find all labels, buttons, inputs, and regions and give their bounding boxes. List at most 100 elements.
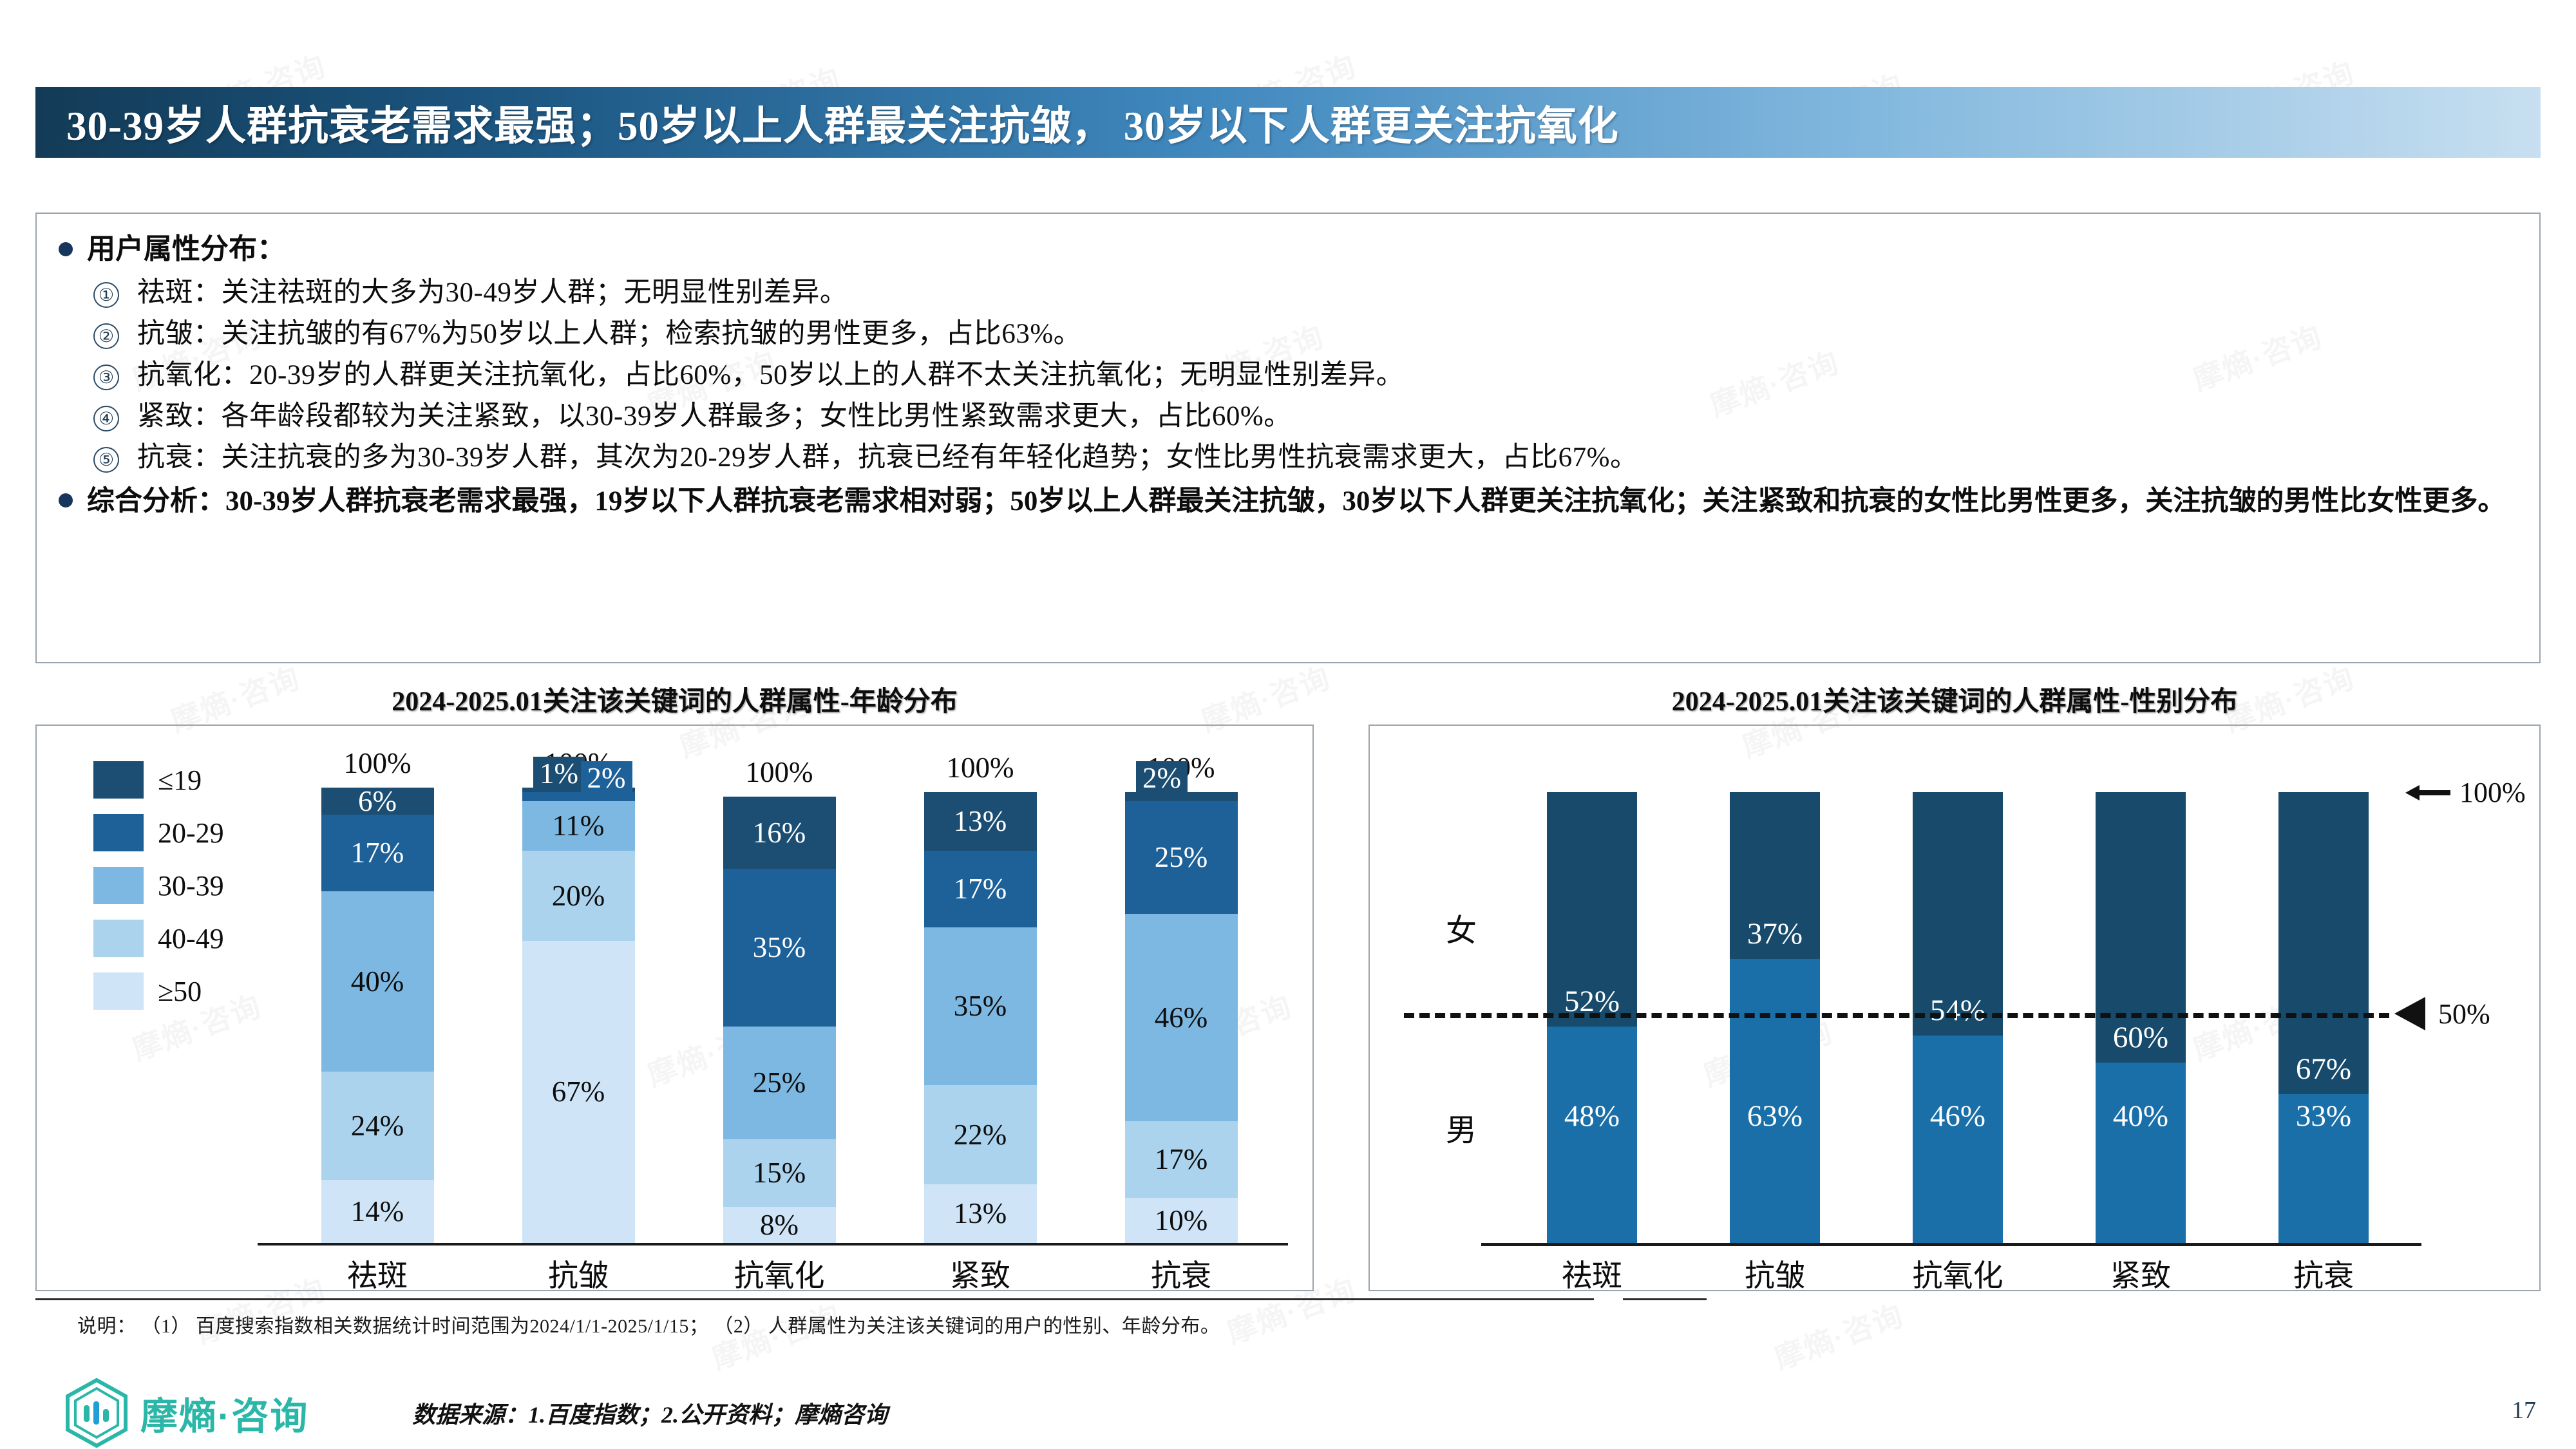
- bar-segment[interactable]: 60%: [2096, 792, 2186, 1063]
- legend-item[interactable]: ≤19: [93, 761, 224, 799]
- gender-label-female: 女: [1446, 914, 1477, 948]
- number-circle-icon: ⑤: [93, 447, 119, 473]
- footnote-divider: [35, 1298, 1594, 1300]
- legend-item[interactable]: ≥50: [93, 972, 224, 1010]
- bar-segment-label: 6%: [358, 784, 397, 817]
- bar-segment[interactable]: 52%: [1547, 792, 1637, 1027]
- bar-segment[interactable]: 25%: [1124, 801, 1238, 914]
- number-circle-icon: ③: [93, 365, 119, 391]
- bar-segment[interactable]: 40%: [321, 891, 434, 1072]
- triangle-left-icon: [2394, 997, 2425, 1030]
- bar-segment[interactable]: 67%: [2278, 792, 2369, 1094]
- x-axis-label: 抗氧化: [734, 1260, 825, 1293]
- bar-segment[interactable]: 46%: [1124, 914, 1238, 1121]
- summary-label: 综合分析：: [87, 486, 225, 516]
- bar-segment[interactable]: 1%: [522, 757, 635, 792]
- bar-segment-label: 46%: [1154, 1001, 1208, 1034]
- bar-segment[interactable]: 11%: [522, 801, 635, 851]
- bar-segment-label: 67%: [2295, 1052, 2352, 1086]
- hexagon-logo-icon: [66, 1378, 128, 1448]
- bar-total-label: 100%: [343, 747, 412, 779]
- bar-segment[interactable]: 46%: [1913, 1036, 2003, 1243]
- stacked-bar-column[interactable]: 100% 6% 17% 40% 24% 14%: [321, 747, 434, 1243]
- gender-label-male: 男: [1446, 1113, 1477, 1148]
- stacked-bar-column[interactable]: 100% 16% 35% 25% 15% 8%: [723, 756, 836, 1243]
- footnote-text: 说明： （1） 百度搜索指数相关数据统计时间范围为2024/1/1-2025/1…: [77, 1316, 1220, 1337]
- bar-segment[interactable]: 8%: [723, 1207, 836, 1243]
- stacked-bar-column[interactable]: 100%1%2%11%20%67%: [522, 747, 635, 1243]
- chart-title-gender: 2024-2025.01关注该关键词的人群属性-性别分布: [1671, 687, 2238, 717]
- stacked-bars-gender: 52% 48% 37% 63% 54% 46% 60% 40% 67% 33%: [1501, 792, 2415, 1243]
- brand-logo: 摩熵·咨询: [64, 1378, 308, 1448]
- bar-segment[interactable]: 17%: [321, 815, 434, 891]
- list-item-text: 抗氧化：20-39岁的人群更关注抗氧化，占比60%，50岁以上的人群不太关注抗氧…: [137, 360, 1405, 391]
- bar-segment[interactable]: 17%: [923, 851, 1037, 927]
- x-axis-label: 抗皱: [1745, 1260, 1805, 1293]
- bar-segment-label: 35%: [752, 931, 806, 963]
- bar-segment[interactable]: 13%: [923, 792, 1037, 851]
- bar-segment[interactable]: 17%: [1124, 1121, 1238, 1198]
- legend-swatch-icon: [93, 814, 144, 851]
- legend-label: ≥50: [158, 975, 202, 1007]
- bar-segment-label: 22%: [953, 1118, 1007, 1151]
- bar-segment[interactable]: 40%: [2096, 1063, 2186, 1243]
- legend-item[interactable]: 30-39: [93, 867, 224, 904]
- bar-segment-label: 25%: [752, 1066, 806, 1099]
- bar-segment[interactable]: 10%: [1124, 1198, 1238, 1243]
- list-item: ④ 紧致：各年龄段都较为关注紧致，以30-39岁人群最多；女性比男性紧致需求更大…: [93, 397, 2514, 437]
- source-text: 数据来源：1.百度指数；2.公开资料；摩熵咨询: [412, 1402, 888, 1428]
- x-axis-label: 抗衰: [1151, 1260, 1211, 1293]
- stacked-bar-column[interactable]: 54% 46%: [1913, 792, 2003, 1243]
- bar-segment[interactable]: 13%: [923, 1184, 1037, 1243]
- page-title: 30-39岁人群抗衰老需求最强；50岁以上人群最关注抗皱， 30岁以下人群更关注…: [66, 103, 1619, 149]
- legend-item[interactable]: 40-49: [93, 920, 224, 957]
- bar-segment[interactable]: 35%: [723, 869, 836, 1027]
- bar-segment-label: 35%: [953, 990, 1007, 1022]
- bar-segment[interactable]: 63%: [1730, 959, 1820, 1243]
- x-axis-line-gender: [1481, 1243, 2421, 1246]
- number-circle-icon: ①: [93, 282, 119, 308]
- stacked-bar-column[interactable]: 100%2%25%46%17%10%: [1124, 752, 1238, 1243]
- bar-segment-label: 67%: [551, 1075, 605, 1108]
- bar-segment[interactable]: 2%: [522, 761, 635, 801]
- stacked-bar-column[interactable]: 37% 63%: [1730, 792, 1820, 1243]
- x-axis-label: 抗皱: [548, 1260, 609, 1293]
- bar-segment[interactable]: 35%: [923, 927, 1037, 1085]
- number-circle-icon: ④: [93, 406, 119, 432]
- bar-segment[interactable]: 67%: [522, 941, 635, 1243]
- bar-segment-label: 16%: [752, 816, 806, 849]
- bar-segment[interactable]: 15%: [723, 1139, 836, 1207]
- bar-segment[interactable]: 20%: [522, 851, 635, 941]
- brand-logo-text: 摩熵·咨询: [140, 1396, 309, 1437]
- page-number: 17: [2512, 1397, 2536, 1424]
- legend-item[interactable]: 20-29: [93, 814, 224, 851]
- bar-segment[interactable]: 33%: [2278, 1094, 2369, 1243]
- list-item: ① 祛斑：关注祛斑的大多为30-49岁人群；无明显性别差异。: [93, 273, 2514, 313]
- number-circle-icon: ②: [93, 323, 119, 350]
- bar-segment[interactable]: 6%: [321, 784, 434, 817]
- stacked-bar-column[interactable]: 67% 33%: [2278, 792, 2369, 1243]
- bar-segment[interactable]: 24%: [321, 1072, 434, 1180]
- bar-segment[interactable]: 48%: [1547, 1027, 1637, 1243]
- slide-title-band: 30-39岁人群抗衰老需求最强；50岁以上人群最关注抗皱， 30岁以下人群更关注…: [35, 87, 2541, 158]
- bar-segment-label: 17%: [350, 837, 404, 869]
- stacked-bar-column[interactable]: 52% 48%: [1547, 792, 1637, 1243]
- bar-segment[interactable]: 14%: [321, 1180, 434, 1243]
- fifty-percent-reference-line: [1404, 1013, 2389, 1018]
- bar-segment-label: 2%: [1136, 761, 1188, 795]
- x-axis-label: 紧致: [950, 1260, 1010, 1293]
- bar-segment-label: 63%: [1747, 1099, 1803, 1133]
- bar-segment[interactable]: 22%: [923, 1085, 1037, 1184]
- bar-segment[interactable]: 25%: [723, 1027, 836, 1139]
- stacked-bar-column[interactable]: 100% 13% 17% 35% 22% 13%: [923, 752, 1037, 1243]
- bar-segment[interactable]: 2%: [1124, 761, 1238, 801]
- bar-segment[interactable]: 16%: [723, 797, 836, 869]
- bar-segment-label: 8%: [760, 1208, 799, 1241]
- x-axis-labels-age: 祛斑 抗皱 抗氧化 紧致 抗衰: [277, 1251, 1282, 1296]
- bar-segment-label: 33%: [2295, 1099, 2352, 1133]
- bar-segment[interactable]: 37%: [1730, 792, 1820, 959]
- bar-segment[interactable]: 54%: [1913, 792, 2003, 1036]
- x-axis-line-age: [258, 1243, 1288, 1245]
- bullet-heading: 用户属性分布：: [59, 229, 2514, 269]
- legend-swatch-icon: [93, 761, 144, 799]
